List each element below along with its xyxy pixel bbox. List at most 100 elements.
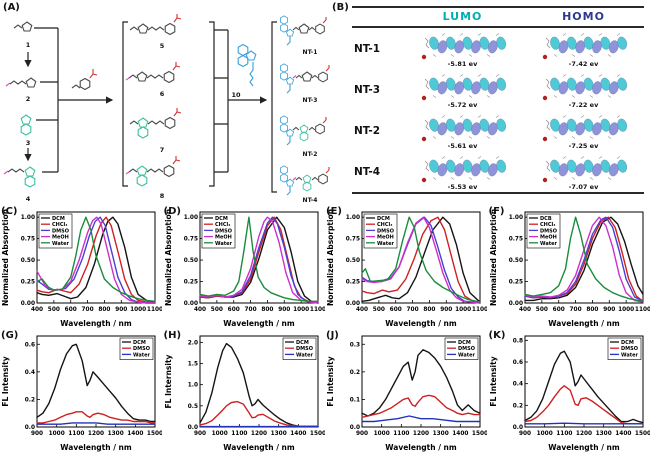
svg-text:1300: 1300: [433, 431, 449, 437]
panel-b-label: (B): [332, 2, 349, 13]
svg-text:DMSO: DMSO: [458, 346, 475, 352]
orbital-table-header: LUMO HOMO: [352, 6, 644, 28]
svg-text:0.6: 0.6: [512, 360, 522, 366]
svg-text:DMSO: DMSO: [215, 228, 232, 234]
svg-text:400: 400: [356, 307, 368, 313]
svg-text:0.3: 0.3: [350, 342, 360, 348]
svg-text:1100: 1100: [634, 307, 649, 313]
svg-text:1100: 1100: [309, 307, 324, 313]
orbital-row-nt1: NT-1 -5.81 ev -7.42 ev: [352, 28, 644, 69]
compound-label-3: 3: [26, 139, 31, 147]
lumo-energy-nt2: -5.61 ev: [447, 141, 478, 150]
svg-text:FL Intensity: FL Intensity: [326, 356, 335, 406]
svg-text:0.00: 0.00: [508, 301, 522, 307]
svg-text:1100: 1100: [472, 307, 487, 313]
lumo-header: LUMO: [442, 10, 483, 23]
panel-j-label: (J): [326, 330, 339, 341]
svg-text:0.4: 0.4: [25, 370, 35, 376]
homo-orbital-image-nt2: [542, 114, 627, 141]
svg-text:800: 800: [586, 307, 598, 313]
molecule-8: [125, 156, 181, 186]
svg-text:0.0: 0.0: [187, 425, 197, 431]
bracket-open: [122, 21, 128, 187]
svg-text:DMSO: DMSO: [621, 346, 638, 352]
homo-energy-nt2: -7.25 ev: [568, 141, 599, 150]
svg-text:Wavelength / nm: Wavelength / nm: [223, 443, 295, 452]
lumo-cell-nt4: -5.53 ev: [402, 153, 523, 191]
svg-text:Normalized Absorption: Normalized Absorption: [1, 209, 10, 306]
svg-text:1100: 1100: [68, 431, 84, 437]
lumo-cell-nt1: -5.81 ev: [402, 30, 523, 68]
homo-energy-nt1: -7.42 ev: [568, 59, 599, 68]
chart-svg-g: 900 1000 1100 1200 1300 1400 1500 0.0 0.2 0.4 0.6 W…: [1, 335, 162, 452]
svg-text:DCM: DCM: [458, 340, 471, 346]
product-nt1: [279, 15, 327, 46]
molecule-4: [3, 167, 35, 187]
panel-g-fl-chart: (G) 900 1000 1100 1200 1300 1400 1500 0.0 0.2 0.4…: [0, 329, 163, 453]
svg-text:MeOH: MeOH: [215, 235, 232, 241]
svg-text:Water: Water: [377, 241, 394, 247]
homo-orbital-image-nt1: [542, 32, 627, 59]
svg-text:DCM: DCM: [377, 216, 390, 222]
svg-text:Water: Water: [621, 352, 638, 358]
svg-text:600: 600: [65, 307, 77, 313]
panel-a-synthesis-scheme: (A) 1 2: [0, 0, 330, 205]
svg-text:Wavelength / nm: Wavelength / nm: [60, 319, 132, 328]
svg-text:600: 600: [390, 307, 402, 313]
svg-text:0.75: 0.75: [346, 237, 360, 243]
panel-d-label: (D): [163, 206, 181, 217]
product-nt3: [279, 63, 330, 94]
svg-text:Wavelength / nm: Wavelength / nm: [385, 443, 457, 452]
svg-text:600: 600: [552, 307, 564, 313]
svg-text:DMSO: DMSO: [540, 228, 557, 234]
svg-text:CHCl₃: CHCl₃: [377, 222, 392, 228]
svg-text:0.75: 0.75: [21, 237, 35, 243]
svg-text:0.4: 0.4: [512, 382, 522, 388]
svg-text:Normalized Absorption: Normalized Absorption: [326, 209, 335, 306]
chart-svg-h: 900 1000 1100 1200 1300 1400 1500 0.0 0.5 1.0 1.5 2…: [164, 335, 325, 452]
svg-text:0.50: 0.50: [346, 258, 360, 264]
panel-c-absorption-chart: (C) 400 500 600 700 800 900 1000 1100 0.00 0.25 0.…: [0, 205, 163, 329]
panel-c-label: (C): [1, 206, 18, 217]
molecule-3: [21, 115, 31, 135]
svg-text:900: 900: [278, 307, 290, 313]
panel-j-fl-chart: (J) 900 1000 1100 1200 1300 1400 1500 0.0 0.1 0.2…: [325, 329, 488, 453]
svg-text:Wavelength / nm: Wavelength / nm: [548, 443, 620, 452]
panel-d-absorption-chart: (D) 400 500 600 700 800 900 1000 1100 0.00 0.25 0.…: [163, 205, 326, 329]
svg-text:900: 900: [440, 307, 452, 313]
svg-text:DCM: DCM: [621, 340, 634, 346]
svg-text:0.2: 0.2: [350, 370, 360, 376]
lumo-orbital-image-nt1: [421, 32, 506, 59]
panel-h-label: (H): [163, 330, 182, 341]
panel-a-label: (A): [3, 2, 20, 13]
panel-e-label: (E): [326, 206, 342, 217]
svg-text:1.5: 1.5: [187, 362, 197, 368]
svg-text:0.00: 0.00: [346, 301, 360, 307]
svg-text:Normalized Absorption: Normalized Absorption: [489, 209, 498, 306]
svg-text:Normalized Absorption: Normalized Absorption: [164, 209, 173, 306]
svg-text:0.25: 0.25: [508, 280, 522, 286]
svg-text:1.00: 1.00: [183, 215, 197, 221]
svg-text:900: 900: [518, 431, 530, 437]
svg-text:1200: 1200: [575, 431, 591, 437]
molecule-6: [125, 62, 181, 84]
svg-text:500: 500: [373, 307, 385, 313]
row-name: NT-4: [354, 165, 381, 178]
compound-label-5: 5: [160, 42, 165, 50]
svg-text:800: 800: [261, 307, 273, 313]
svg-text:900: 900: [603, 307, 615, 313]
svg-text:1500: 1500: [147, 431, 162, 437]
chart-svg-j: 900 1000 1100 1200 1300 1400 1500 0.0 0.1 0.2 0.3 W…: [326, 335, 487, 452]
svg-text:Water: Water: [52, 241, 69, 247]
compound-label-7: 7: [160, 146, 165, 154]
svg-text:1100: 1100: [556, 431, 572, 437]
lumo-orbital-image-nt2: [421, 114, 506, 141]
lumo-cell-nt3: -5.72 ev: [402, 71, 523, 109]
svg-text:1300: 1300: [108, 431, 124, 437]
svg-text:0.0: 0.0: [512, 425, 522, 431]
svg-text:1400: 1400: [615, 431, 631, 437]
svg-text:FL Intensity: FL Intensity: [489, 356, 498, 406]
svg-text:500: 500: [535, 307, 547, 313]
svg-text:1100: 1100: [231, 431, 247, 437]
compound-label-1: 1: [26, 41, 31, 49]
